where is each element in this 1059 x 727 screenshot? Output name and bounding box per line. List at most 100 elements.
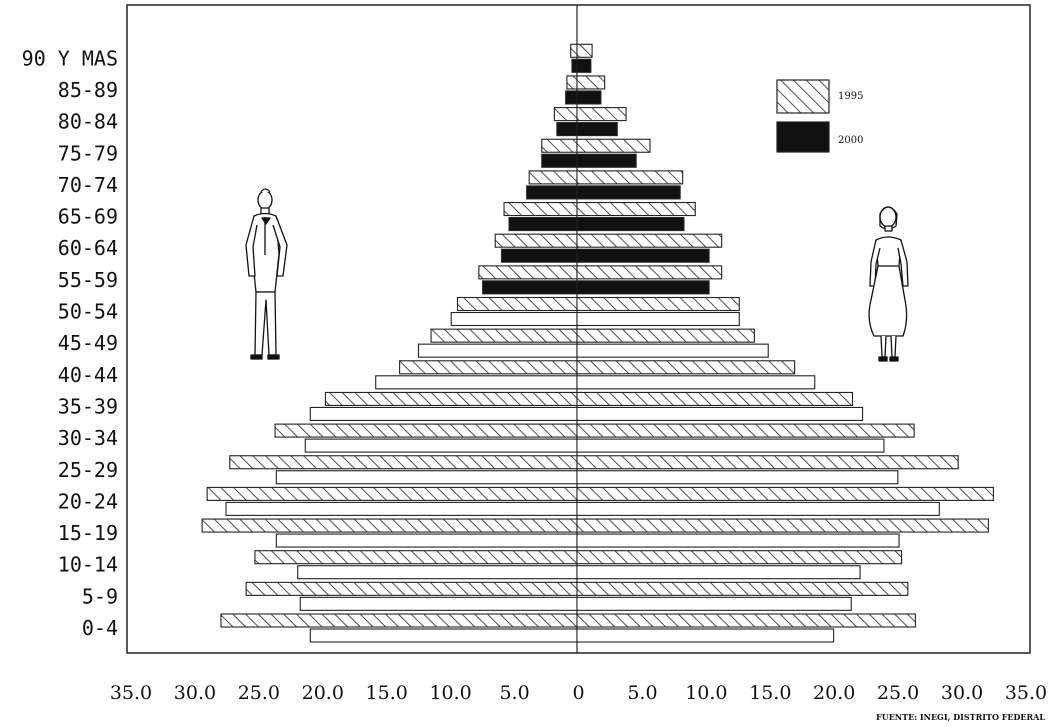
series-2000-bars <box>225 58 940 643</box>
x-tick-label: 20.0 <box>813 682 855 704</box>
age-label-55-59: 55-59 <box>58 268 118 292</box>
bar-1995-male-30-34 <box>274 423 578 438</box>
age-label-45-49: 45-49 <box>58 331 118 355</box>
age-label-0-4: 0-4 <box>82 616 118 640</box>
bar-1995-female-65-69 <box>576 202 696 217</box>
x-axis-tick-labels: 35.0 30.0 25.0 20.0 15.0 10.0 5.0 0 5.0 10.0 15.0 2… <box>110 682 1047 704</box>
bar-1995-female-45-49 <box>576 328 755 343</box>
bar-1995-male-75-79 <box>541 138 578 153</box>
bar-1995-female-35-39 <box>576 391 854 407</box>
age-label-20-24: 20-24 <box>58 489 118 513</box>
bar-1995-female-90-y-mas <box>576 43 593 58</box>
bar-1995-male-60-64 <box>494 233 578 248</box>
x-tick-label: 25.0 <box>238 682 280 704</box>
bar-1995-female-25-29 <box>576 455 959 470</box>
age-label-85-89: 85-89 <box>58 78 118 102</box>
age-group-labels: 0-4 5-9 10-14 15-19 20-24 25-29 30-34 35-39 40-4… <box>22 46 118 640</box>
bar-1995-male-90-y-mas <box>570 43 578 58</box>
bar-1995-female-85-89 <box>576 75 606 90</box>
bar-1995-male-35-39 <box>324 391 578 407</box>
series-1995-bars <box>201 43 994 628</box>
bar-2000-female-25-29 <box>576 470 899 485</box>
bar-2000-male-55-59 <box>482 280 578 295</box>
bar-2000-female-35-39 <box>576 406 864 422</box>
x-tick-label: 35.0 <box>110 682 152 704</box>
bar-2000-male-85-89 <box>565 90 578 105</box>
bar-2000-male-65-69 <box>508 217 578 232</box>
bar-2000-male-90-y-mas <box>571 58 578 73</box>
x-tick-label: 10.0 <box>685 682 727 704</box>
bar-2000-female-45-49 <box>576 343 769 358</box>
bar-1995-female-0-4 <box>576 613 916 628</box>
age-label-65-69: 65-69 <box>58 205 118 229</box>
bar-1995-female-30-34 <box>576 423 915 438</box>
plot-frame <box>126 4 1031 654</box>
bar-1995-male-10-14 <box>254 550 578 565</box>
x-tick-label: 5.0 <box>627 682 657 704</box>
bar-1995-female-15-19 <box>576 518 989 533</box>
legend: 1995 2000 <box>776 79 863 153</box>
man-figure <box>245 188 288 360</box>
bar-2000-male-75-79 <box>541 153 578 168</box>
x-tick-label: 20.0 <box>302 682 344 704</box>
age-label-70-74: 70-74 <box>58 173 118 197</box>
bar-1995-female-10-14 <box>576 550 903 565</box>
x-tick-label: 10.0 <box>429 682 471 704</box>
age-label-60-64: 60-64 <box>58 236 118 260</box>
bar-1995-male-70-74 <box>528 170 578 185</box>
age-label-10-14: 10-14 <box>58 553 118 577</box>
x-tick-label: 0 <box>572 682 584 704</box>
legend-label-1995: 1995 <box>838 91 863 102</box>
bar-1995-male-5-9 <box>245 581 578 596</box>
bar-2000-male-10-14 <box>297 565 578 580</box>
bar-1995-male-20-24 <box>206 486 578 501</box>
bar-1995-female-50-54 <box>576 296 740 312</box>
x-tick-label: 15.0 <box>749 682 791 704</box>
legend-label-2000: 2000 <box>838 135 863 146</box>
bar-2000-male-45-49 <box>417 343 578 358</box>
bar-2000-female-75-79 <box>576 153 637 168</box>
legend-swatch-2000 <box>776 121 830 153</box>
age-label-15-19: 15-19 <box>58 521 118 545</box>
bar-1995-male-80-84 <box>553 107 578 122</box>
bar-2000-male-25-29 <box>275 470 578 485</box>
x-tick-label: 5.0 <box>499 682 529 704</box>
bar-1995-male-40-44 <box>399 360 578 375</box>
bar-2000-male-60-64 <box>500 248 578 263</box>
bar-1995-male-15-19 <box>201 518 578 533</box>
bar-2000-female-80-84 <box>576 122 618 137</box>
bar-1995-male-45-49 <box>430 328 578 343</box>
age-label-80-84: 80-84 <box>58 110 118 134</box>
bar-2000-male-30-34 <box>304 438 578 453</box>
bar-1995-female-80-84 <box>576 107 627 122</box>
bar-2000-male-70-74 <box>526 185 578 200</box>
age-label-35-39: 35-39 <box>58 394 118 418</box>
age-label-75-79: 75-79 <box>58 141 118 165</box>
bar-2000-female-15-19 <box>576 533 900 548</box>
bar-2000-male-80-84 <box>556 122 578 137</box>
bar-1995-male-25-29 <box>229 455 578 470</box>
x-tick-label: 25.0 <box>877 682 919 704</box>
bar-2000-male-40-44 <box>375 375 578 390</box>
bar-2000-female-0-4 <box>576 628 835 643</box>
x-tick-label: 35.0 <box>1005 682 1047 704</box>
bar-2000-male-35-39 <box>309 406 578 422</box>
bar-2000-male-15-19 <box>275 533 578 548</box>
age-label-40-44: 40-44 <box>58 363 118 387</box>
bar-2000-female-5-9 <box>576 596 852 611</box>
x-tick-label: 30.0 <box>174 682 216 704</box>
bar-1995-female-60-64 <box>576 233 723 248</box>
bar-2000-male-5-9 <box>299 596 578 611</box>
bar-2000-female-30-34 <box>576 438 885 453</box>
bar-2000-female-40-44 <box>576 375 816 390</box>
bar-2000-female-55-59 <box>576 280 710 295</box>
x-tick-label: 30.0 <box>941 682 983 704</box>
bar-1995-male-50-54 <box>456 296 578 312</box>
bar-1995-female-75-79 <box>576 138 651 153</box>
bar-1995-female-5-9 <box>576 581 909 596</box>
bar-2000-female-20-24 <box>576 501 940 516</box>
age-label-50-54: 50-54 <box>58 300 118 324</box>
bar-1995-female-20-24 <box>576 486 994 501</box>
bar-2000-male-50-54 <box>450 311 578 327</box>
